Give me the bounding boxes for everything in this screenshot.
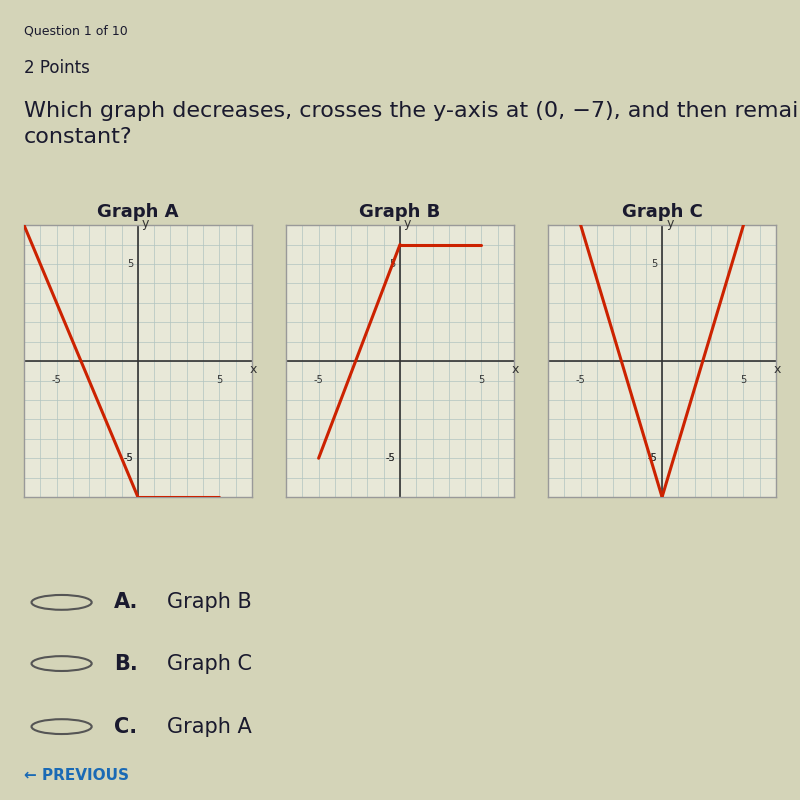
- Text: -5: -5: [386, 454, 395, 463]
- Text: 5: 5: [478, 374, 485, 385]
- Text: -5: -5: [314, 374, 323, 385]
- Text: -5: -5: [123, 454, 133, 463]
- Text: C.: C.: [114, 717, 138, 737]
- Text: 5: 5: [651, 259, 657, 269]
- Text: -5: -5: [123, 454, 133, 463]
- Text: x: x: [774, 362, 782, 376]
- Title: Graph C: Graph C: [622, 202, 702, 221]
- Text: Question 1 of 10: Question 1 of 10: [24, 24, 128, 37]
- Text: -5: -5: [52, 374, 62, 385]
- Title: Graph A: Graph A: [97, 202, 178, 221]
- Text: B.: B.: [114, 654, 138, 674]
- Text: 5: 5: [216, 374, 222, 385]
- Text: y: y: [142, 217, 150, 230]
- Text: x: x: [512, 362, 519, 376]
- Text: -5: -5: [576, 374, 586, 385]
- Text: -5: -5: [386, 454, 395, 463]
- Text: Which graph decreases, crosses the y-axis at (0, −7), and then remains
constant?: Which graph decreases, crosses the y-axi…: [24, 101, 800, 147]
- Text: -5: -5: [647, 454, 657, 463]
- Text: 2 Points: 2 Points: [24, 58, 90, 77]
- Text: Graph C: Graph C: [167, 654, 252, 674]
- Text: ← PREVIOUS: ← PREVIOUS: [24, 769, 129, 783]
- Text: A.: A.: [114, 592, 138, 612]
- Title: Graph B: Graph B: [359, 202, 441, 221]
- Text: 5: 5: [389, 259, 395, 269]
- Text: -5: -5: [647, 454, 657, 463]
- Text: Graph A: Graph A: [167, 717, 252, 737]
- Text: 5: 5: [740, 374, 746, 385]
- Text: Graph B: Graph B: [167, 592, 252, 612]
- Text: x: x: [250, 362, 257, 376]
- Text: y: y: [404, 217, 411, 230]
- Text: y: y: [666, 217, 674, 230]
- Text: 5: 5: [127, 259, 133, 269]
